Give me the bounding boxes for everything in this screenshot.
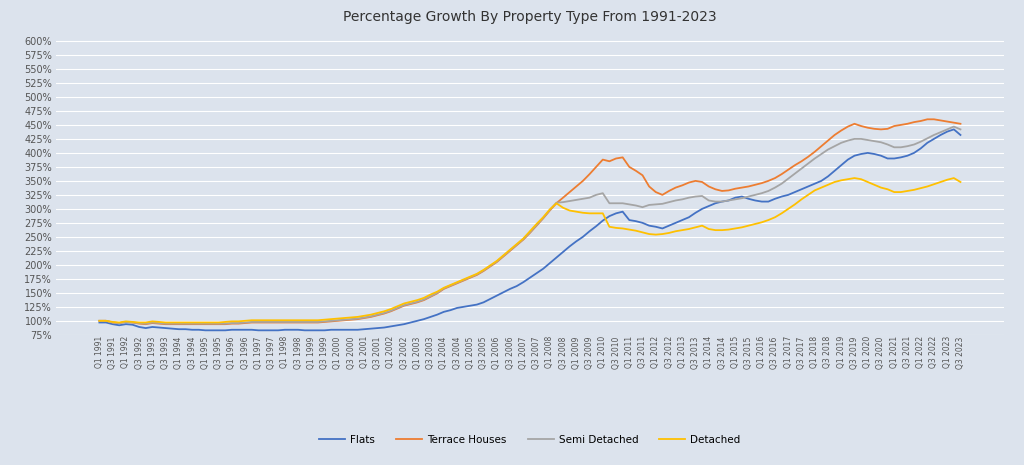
- Terrace Houses: [922, 117, 934, 122]
- Line: Detached: Detached: [99, 178, 961, 323]
- Flats: [200, 327, 212, 333]
- Detached: [179, 320, 191, 325]
- Flats: [93, 320, 105, 325]
- Flats: [756, 199, 768, 205]
- Line: Semi Detached: Semi Detached: [99, 126, 961, 324]
- Line: Terrace Houses: Terrace Houses: [99, 120, 961, 324]
- Detached: [756, 219, 768, 225]
- Semi Detached: [947, 124, 959, 129]
- Terrace Houses: [756, 180, 768, 186]
- Terrace Houses: [954, 121, 967, 126]
- Semi Detached: [437, 286, 450, 291]
- Terrace Houses: [437, 286, 450, 292]
- Terrace Houses: [418, 297, 430, 303]
- Title: Percentage Growth By Property Type From 1991-2023: Percentage Growth By Property Type From …: [343, 10, 717, 25]
- Detached: [537, 214, 549, 220]
- Terrace Houses: [179, 321, 191, 327]
- Terrace Houses: [372, 312, 384, 318]
- Flats: [954, 132, 967, 138]
- Semi Detached: [139, 321, 152, 326]
- Terrace Houses: [537, 216, 549, 221]
- Line: Flats: Flats: [99, 129, 961, 330]
- Terrace Houses: [139, 321, 152, 327]
- Detached: [418, 295, 430, 301]
- Semi Detached: [418, 297, 430, 302]
- Flats: [947, 126, 959, 132]
- Detached: [93, 318, 105, 324]
- Semi Detached: [954, 126, 967, 132]
- Flats: [173, 326, 185, 332]
- Semi Detached: [372, 312, 384, 318]
- Flats: [418, 316, 430, 322]
- Semi Detached: [179, 321, 191, 326]
- Flats: [437, 309, 450, 315]
- Semi Detached: [537, 215, 549, 220]
- Semi Detached: [93, 318, 105, 324]
- Detached: [113, 320, 125, 325]
- Detached: [437, 285, 450, 291]
- Flats: [537, 266, 549, 272]
- Detached: [372, 310, 384, 316]
- Flats: [372, 326, 384, 331]
- Detached: [848, 175, 860, 181]
- Legend: Flats, Terrace Houses, Semi Detached, Detached: Flats, Terrace Houses, Semi Detached, De…: [315, 431, 744, 449]
- Detached: [954, 179, 967, 185]
- Semi Detached: [756, 190, 768, 196]
- Terrace Houses: [93, 318, 105, 324]
